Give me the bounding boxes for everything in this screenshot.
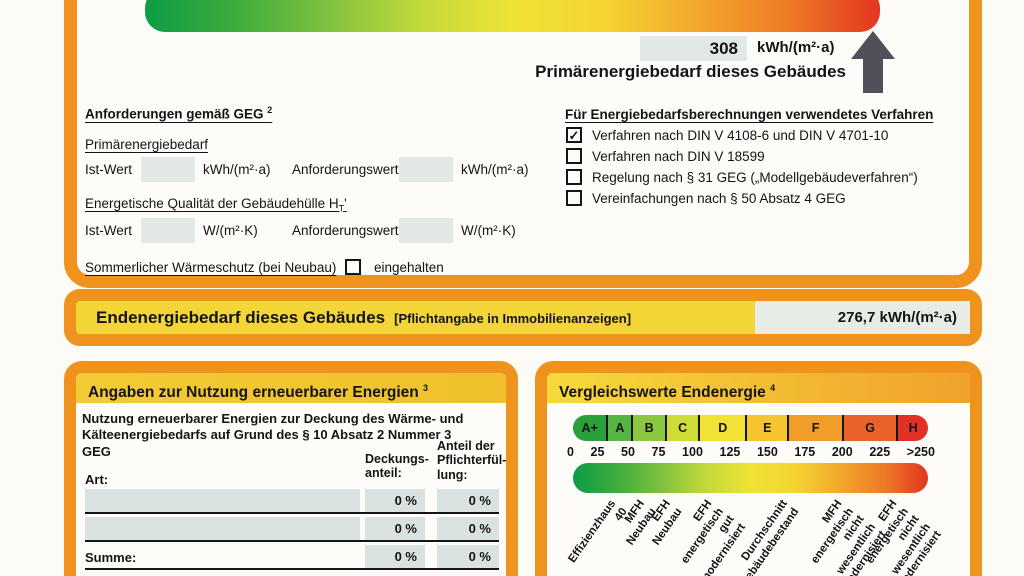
renewables-panel: Angaben zur Nutzung erneuerbarer Energie… xyxy=(64,361,518,576)
art-input-row-1[interactable] xyxy=(85,489,360,512)
renewables-header: Angaben zur Nutzung erneuerbarer Energie… xyxy=(76,373,506,403)
class-segment: A+ xyxy=(573,415,607,441)
row2-anf-label: Anforderungswert xyxy=(292,223,399,238)
primary-energy-panel xyxy=(64,0,982,288)
anteil-value-sum: 0 % xyxy=(437,545,499,568)
anteil-value-row-1: 0 % xyxy=(437,489,499,512)
primary-energy-value: 308 xyxy=(709,38,738,58)
method-label-din18599: Verfahren nach DIN V 18599 xyxy=(592,149,765,164)
scale-tick-labels: 0 25 50 75 100 125 150 175 200 225 >250 xyxy=(567,445,935,459)
class-segment: G xyxy=(841,415,897,441)
summer-heat-protection-checkbox[interactable] xyxy=(345,259,361,275)
comparison-header: Vergleichswerte Endenergie 4 xyxy=(547,373,970,403)
primary-energy-scale-gradient xyxy=(145,0,880,32)
primary-energy-unit: kWh/(m²·a) xyxy=(757,39,835,56)
method-label-par31: Regelung nach § 31 GEG („Modellgebäudeve… xyxy=(592,170,918,185)
row1-ist-label: Ist-Wert xyxy=(85,162,132,177)
endenergy-title: Endenergiebedarf dieses Gebäudes xyxy=(96,307,386,327)
col-header-deckungsanteil: Deckungs- anteil: xyxy=(365,452,429,481)
comparison-scale-gradient xyxy=(573,463,928,493)
table-divider-3 xyxy=(85,568,499,570)
row2-ist-label: Ist-Wert xyxy=(85,223,132,238)
row2-ist-value-field[interactable] xyxy=(141,218,195,243)
row2-ist-unit: W/(m²·K) xyxy=(203,223,258,238)
row1-ist-value-field[interactable] xyxy=(141,157,195,182)
endenergy-value-box: 276,7 kWh/(m²·a) xyxy=(755,301,970,334)
arrow-tail xyxy=(863,59,883,93)
method-label-din4108: Verfahren nach DIN V 4108-6 und DIN V 47… xyxy=(592,128,889,143)
class-segment: D xyxy=(698,415,746,441)
summer-heat-protection-label: Sommerlicher Wärmeschutz (bei Neubau) xyxy=(85,260,337,275)
envelope-quality-heading: Energetische Qualität der Gebäudehülle H… xyxy=(85,196,347,214)
renewables-intro: Nutzung erneuerbarer Energien zur Deckun… xyxy=(82,411,464,459)
class-segment: B xyxy=(631,415,665,441)
table-divider-1 xyxy=(85,512,499,514)
art-label: Art: xyxy=(85,472,109,487)
primary-energy-value-box: 308 xyxy=(640,36,747,61)
method-checkbox-par50[interactable] xyxy=(566,190,582,206)
anteil-value-row-2: 0 % xyxy=(437,517,499,540)
reference-label: EFH energetisch nicht wesentlich moderni… xyxy=(864,498,945,576)
requirements-title: Anforderungen gemäß GEG 2 xyxy=(85,105,273,122)
class-segment: E xyxy=(745,415,788,441)
row1-anf-value-field[interactable] xyxy=(399,157,453,182)
row2-anf-value-field[interactable] xyxy=(399,218,453,243)
arrow-head xyxy=(851,31,895,59)
method-checkbox-din18599[interactable] xyxy=(566,148,582,164)
deckung-value-row-1: 0 % xyxy=(365,489,425,512)
endenergy-band: Endenergiebedarf dieses Gebäudes [Pflich… xyxy=(64,289,982,346)
row2-anf-unit: W/(m²·K) xyxy=(461,223,516,238)
primary-demand-heading: Primärenergiebedarf xyxy=(85,137,209,152)
col-header-pflichterfuellung: Anteil der Pflichterfül- lung: xyxy=(437,439,507,482)
class-segment: F xyxy=(787,415,842,441)
row1-ist-unit: kWh/(m²·a) xyxy=(203,162,271,177)
class-segment: H xyxy=(896,415,928,441)
table-divider-2 xyxy=(85,540,499,542)
row1-anf-unit: kWh/(m²·a) xyxy=(461,162,529,177)
endenergy-value: 276,7 xyxy=(837,309,876,326)
comparison-panel: Vergleichswerte Endenergie 4 A+ A B C D … xyxy=(535,361,982,576)
endenergy-note: [Pflichtangabe in Immobilienanzeigen] xyxy=(394,311,632,326)
class-segment: C xyxy=(664,415,699,441)
summer-checkbox-label: eingehalten xyxy=(374,260,444,275)
summe-label: Summe: xyxy=(85,550,137,565)
class-segment: A xyxy=(606,415,632,441)
methods-title: Für Energiebedarfsberechnungen verwendet… xyxy=(565,107,934,122)
deckung-value-sum: 0 % xyxy=(365,545,425,568)
primary-energy-caption: Primärenergiebedarf dieses Gebäudes xyxy=(535,62,846,81)
endenergy-unit: kWh/(m²·a) xyxy=(879,309,958,326)
art-input-row-2[interactable] xyxy=(85,517,360,540)
method-checkbox-din4108[interactable]: ✓ xyxy=(566,127,582,143)
method-checkbox-par31[interactable] xyxy=(566,169,582,185)
deckung-value-row-2: 0 % xyxy=(365,517,425,540)
indicator-arrow-up-icon xyxy=(851,31,895,93)
row1-anf-label: Anforderungswert xyxy=(292,162,399,177)
method-label-par50: Vereinfachungen nach § 50 Absatz 4 GEG xyxy=(592,191,846,206)
efficiency-class-band: A+ A B C D E F G H xyxy=(573,415,928,441)
